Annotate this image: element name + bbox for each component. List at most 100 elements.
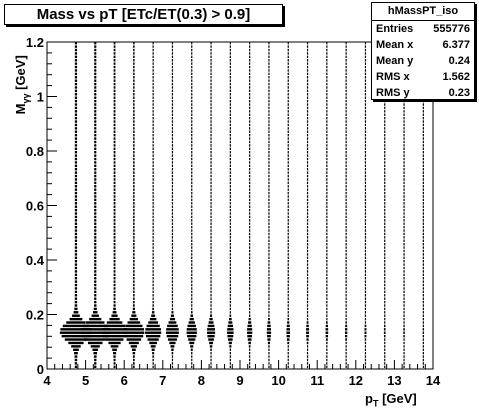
histogram-box [287, 348, 289, 351]
histogram-box [287, 280, 289, 283]
histogram-box [74, 249, 78, 253]
histogram-box [403, 99, 405, 103]
histogram-box [268, 294, 270, 297]
histogram-box [403, 154, 405, 157]
histogram-box [364, 212, 367, 215]
histogram-box [422, 144, 424, 147]
histogram-box [268, 188, 270, 191]
histogram-box [249, 304, 251, 307]
histogram-box [306, 72, 309, 76]
histogram-box [248, 345, 251, 348]
histogram-box [210, 89, 212, 93]
histogram-box [113, 181, 116, 185]
histogram-box [210, 253, 212, 256]
histogram-box [287, 266, 289, 270]
histogram-box [287, 239, 289, 242]
histogram-box [364, 161, 367, 164]
histogram-box [306, 168, 309, 171]
histogram-box [345, 294, 347, 297]
histogram-box [364, 263, 367, 266]
histogram-box [364, 215, 367, 219]
histogram-box [268, 110, 270, 113]
histogram-box [364, 48, 367, 52]
histogram-box [345, 266, 347, 270]
histogram-box [287, 144, 289, 147]
histogram-box [364, 144, 367, 147]
histogram-box [113, 351, 117, 355]
histogram-box [422, 317, 424, 321]
histogram-box [345, 283, 347, 287]
histogram-box [268, 225, 270, 229]
histogram-box [364, 307, 367, 311]
histogram-box [62, 324, 90, 328]
histogram-box [306, 341, 309, 345]
histogram-box [364, 93, 367, 96]
histogram-box [345, 144, 347, 147]
histogram-box [268, 208, 270, 212]
histogram-box [210, 225, 212, 229]
histogram-box [74, 294, 78, 297]
histogram-box [133, 154, 135, 157]
histogram-box [345, 130, 347, 133]
histogram-box [384, 161, 386, 164]
histogram-box [266, 331, 272, 334]
histogram-box [132, 307, 135, 311]
histogram-box [133, 195, 135, 198]
histogram-box [249, 311, 251, 314]
histogram-box [287, 198, 289, 202]
histogram-box [345, 106, 347, 110]
histogram-box [364, 348, 367, 351]
histogram-box [74, 157, 78, 161]
histogram-box [152, 178, 154, 181]
histogram-box [326, 348, 328, 351]
histogram-box [422, 266, 424, 270]
histogram-box [74, 256, 78, 259]
histogram-box [210, 120, 212, 123]
histogram-box [287, 174, 289, 178]
histogram-box [287, 171, 289, 174]
histogram-box [306, 96, 309, 99]
histogram-box [171, 256, 174, 259]
histogram-box [74, 191, 78, 195]
histogram-box [229, 283, 231, 287]
histogram-box [287, 222, 289, 225]
histogram-box [191, 72, 193, 76]
histogram-box [133, 99, 135, 103]
histogram-box [191, 137, 193, 140]
histogram-box [326, 82, 328, 86]
histogram-box [345, 161, 347, 164]
histogram-box [145, 328, 161, 331]
histogram-box [345, 246, 347, 249]
histogram-box [191, 365, 193, 368]
histogram-box [364, 283, 367, 287]
histogram-box [326, 355, 328, 358]
histogram-box [345, 260, 347, 263]
histogram-box [191, 236, 193, 239]
histogram-box [326, 178, 328, 181]
histogram-box [133, 242, 135, 246]
histogram-box [210, 304, 212, 307]
histogram-box [403, 110, 405, 113]
histogram-box [403, 314, 405, 317]
histogram-box [152, 222, 154, 225]
histogram-box [326, 215, 328, 219]
histogram-box [152, 225, 154, 229]
histogram-box [249, 307, 251, 311]
histogram-box [364, 154, 367, 157]
histogram-box [228, 341, 232, 345]
histogram-box [74, 48, 78, 52]
histogram-box [287, 225, 289, 229]
histogram-box [104, 324, 126, 328]
histogram-box [268, 358, 270, 362]
histogram-box [364, 351, 367, 355]
histogram-box [110, 345, 119, 348]
y-tick-label: 0.2 [26, 308, 44, 323]
histogram-box [326, 164, 328, 168]
histogram-box [287, 110, 289, 113]
histogram-box [364, 89, 367, 93]
histogram-box [191, 42, 193, 45]
histogram-box [345, 314, 347, 317]
histogram-box [286, 324, 290, 328]
histogram-box [306, 297, 309, 300]
histogram-box [210, 242, 212, 246]
